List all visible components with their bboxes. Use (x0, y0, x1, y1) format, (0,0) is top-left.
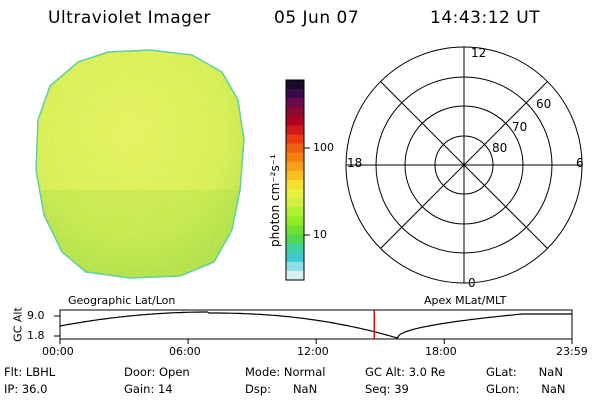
colorbar-segment (286, 252, 304, 263)
x-tick-label-0: 00:00 (42, 345, 74, 358)
colorbar-segment (286, 243, 304, 254)
colorbar-segment (286, 189, 304, 199)
instrument-title: Ultraviolet Imager (48, 8, 211, 28)
colorbar-segment (286, 107, 304, 117)
colorbar-segment (286, 234, 304, 245)
lat-label-60: 60 (536, 97, 552, 111)
colorbar-segment (286, 125, 304, 136)
gc-alt-info: GC Alt: 3.0 Re (365, 365, 446, 379)
polar-label-12: 12 (471, 46, 487, 60)
altitude-curve (59, 311, 573, 339)
colorbar-segment (286, 261, 304, 272)
geographic-label: Geographic Lat/Lon (68, 294, 176, 307)
colorbar-segment (286, 180, 304, 190)
polar-label-18: 18 (347, 156, 363, 170)
x-tick-label-3: 18:00 (425, 345, 457, 358)
colorbar-segment (286, 143, 304, 154)
colorbar-segment (286, 152, 304, 163)
colorbar-segment (286, 198, 304, 208)
gc-alt-axis-label: GC Alt (11, 307, 25, 342)
colorbar-segment (286, 270, 304, 281)
colorbar-unit-label: photon cm⁻²s⁻¹ (268, 154, 282, 247)
ip-info: IP: 36.0 (4, 382, 48, 396)
colorbar-frame (285, 79, 305, 281)
date-label: 05 Jun 07 (274, 8, 360, 28)
x-tick-label-1: 06:00 (169, 345, 201, 358)
colorbar-segment (286, 98, 304, 108)
altitude-strip-chart (54, 309, 573, 344)
colorbar-tick-100: 100 (313, 141, 334, 154)
colorbar-segment (286, 225, 304, 236)
glat-info: GLat: NaN (486, 365, 563, 379)
colorbar-ticks (304, 147, 310, 236)
lat-label-80: 80 (492, 141, 508, 155)
polar-label-6: 6 (576, 156, 584, 170)
color-scale-bar (285, 79, 305, 281)
dsp-info: Dsp: NaN (245, 382, 318, 396)
uv-earth-disk (35, 49, 245, 279)
x-tick-label-2: 12:00 (297, 345, 329, 358)
colorbar-segment (286, 161, 304, 172)
colorbar-segment (286, 207, 304, 217)
time-label: 14:43:12 UT (430, 8, 541, 28)
strip-x-ticks (59, 339, 573, 344)
lat-label-70: 70 (512, 120, 528, 134)
gain-info: Gain: 14 (124, 382, 173, 396)
x-tick-label-4: 23:59 (556, 345, 588, 358)
colorbar-segment (286, 89, 304, 99)
polar-label-0: 0 (468, 276, 476, 290)
colorbar-segment (286, 116, 304, 127)
colorbar-segment (286, 80, 304, 90)
filter-info: Flt: LBHL (4, 365, 56, 379)
colorbar-tick-10: 10 (313, 228, 327, 241)
door-info: Door: Open (124, 365, 190, 379)
glon-info: GLon: NaN (486, 382, 566, 396)
y-max-label: 9.0 (27, 309, 45, 322)
colorbar-segment (286, 170, 304, 181)
colorbar-segment (286, 134, 304, 145)
colorbar-segment (286, 216, 304, 227)
seq-info: Seq: 39 (365, 382, 409, 396)
polar-plot (345, 46, 583, 284)
mode-info: Mode: Normal (245, 365, 326, 379)
y-min-label: 1.8 (27, 329, 45, 342)
apex-label: Apex MLat/MLT (424, 294, 507, 307)
